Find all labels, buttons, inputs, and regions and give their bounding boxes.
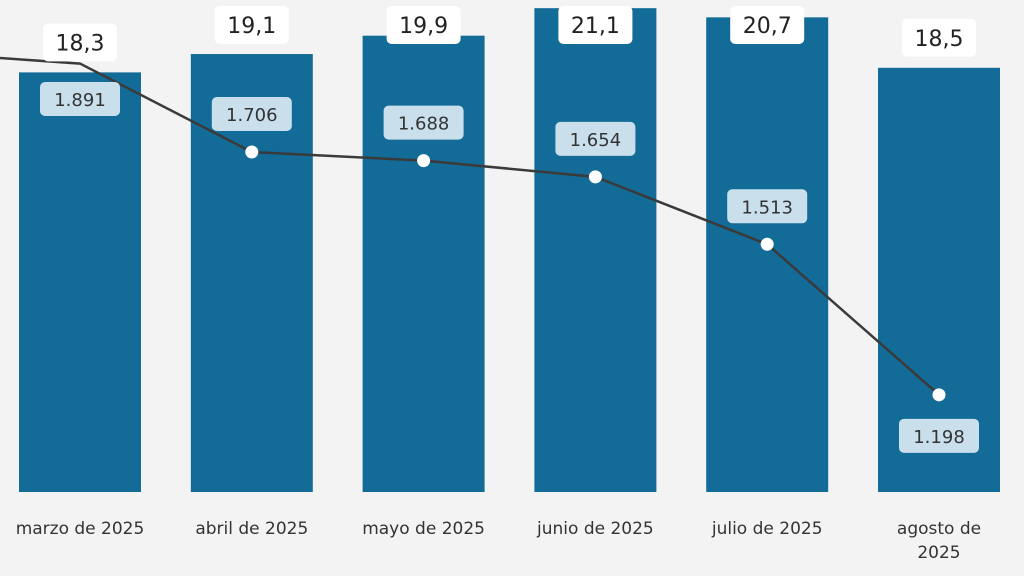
line-data-label: 1.688 xyxy=(383,105,464,140)
line-value-text: 1.198 xyxy=(913,427,965,448)
bar-value-text: 20,7 xyxy=(743,14,792,39)
line-point xyxy=(760,237,774,251)
line-point xyxy=(245,145,259,159)
bar-value-text: 21,1 xyxy=(571,14,620,39)
line-point xyxy=(417,154,431,168)
bar-data-label: 18,5 xyxy=(902,18,976,57)
line-data-label: 1.198 xyxy=(899,418,979,453)
line-value-text: 1.513 xyxy=(741,197,793,218)
x-tick-label: junio de 2025 xyxy=(536,519,654,539)
bar-value-text: 19,9 xyxy=(399,14,448,39)
bar xyxy=(706,17,829,493)
x-tick-label: abril de 2025 xyxy=(195,519,308,539)
line-value-text: 1.891 xyxy=(54,90,106,111)
bar-data-label: 18,3 xyxy=(43,23,117,62)
line-point xyxy=(588,170,602,184)
bar-data-label: 19,1 xyxy=(214,6,289,44)
line-data-label: 1.654 xyxy=(555,121,636,156)
bar xyxy=(19,72,141,493)
bar-data-label: 20,7 xyxy=(730,6,805,44)
line-data-label: 1.513 xyxy=(727,189,808,224)
line-data-label: 1.891 xyxy=(40,82,120,116)
x-tick-label: marzo de 2025 xyxy=(16,519,145,539)
bar xyxy=(534,8,657,492)
x-tick-label: mayo de 2025 xyxy=(362,519,485,539)
line-data-label: 1.706 xyxy=(211,97,292,131)
bar-value-text: 18,3 xyxy=(56,31,105,56)
bar-data-label: 19,9 xyxy=(386,6,461,44)
line-value-text: 1.706 xyxy=(226,105,278,126)
line-value-text: 1.688 xyxy=(398,114,450,135)
bar xyxy=(362,35,485,493)
x-tick-label: agosto de 2025 xyxy=(897,519,981,563)
line-point xyxy=(932,388,946,402)
bar-value-text: 19,1 xyxy=(227,14,276,39)
bar-data-label: 21,1 xyxy=(558,6,633,44)
bar-value-text: 18,5 xyxy=(915,27,964,52)
line-value-text: 1.654 xyxy=(570,130,622,151)
x-tick-label: julio de 2025 xyxy=(711,519,823,539)
